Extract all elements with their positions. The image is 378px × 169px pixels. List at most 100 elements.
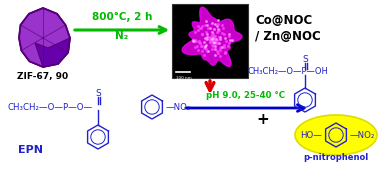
Point xyxy=(202,36,208,39)
Point xyxy=(217,55,223,58)
Point xyxy=(214,41,220,44)
Point xyxy=(217,38,223,40)
Point xyxy=(209,37,215,40)
Point xyxy=(211,35,217,38)
Point xyxy=(194,44,200,47)
Point xyxy=(191,39,197,42)
Point xyxy=(211,28,217,30)
Point xyxy=(229,38,235,41)
Point xyxy=(212,53,218,56)
Point xyxy=(209,38,215,41)
Text: S: S xyxy=(302,54,308,64)
Point xyxy=(192,31,198,34)
Bar xyxy=(172,4,248,78)
Point xyxy=(212,23,218,26)
Point xyxy=(214,31,220,34)
Point xyxy=(209,44,215,47)
Point xyxy=(209,33,215,36)
Point xyxy=(223,37,229,39)
Point xyxy=(192,46,198,48)
Point xyxy=(198,26,204,29)
Point xyxy=(212,37,218,40)
Point xyxy=(211,34,217,37)
Text: +: + xyxy=(257,113,270,127)
Point xyxy=(207,37,213,40)
Point xyxy=(212,34,218,37)
Point xyxy=(212,48,218,50)
Point xyxy=(202,45,208,48)
Point xyxy=(199,45,205,48)
Point xyxy=(191,39,197,42)
Point xyxy=(209,31,215,34)
Point xyxy=(209,38,215,41)
Point xyxy=(207,41,213,44)
Point xyxy=(214,42,220,45)
Point xyxy=(212,48,218,50)
Text: HO—: HO— xyxy=(300,130,322,139)
Point xyxy=(198,45,204,47)
Point xyxy=(212,44,218,47)
Point xyxy=(221,45,227,48)
Point xyxy=(195,29,201,31)
Point xyxy=(210,44,216,47)
Point xyxy=(209,21,215,24)
Text: CH₃CH₂—O—P—O—: CH₃CH₂—O—P—O— xyxy=(7,103,92,112)
Point xyxy=(227,39,233,42)
Point xyxy=(203,43,209,46)
Point xyxy=(214,24,220,27)
Point xyxy=(205,27,211,30)
Point xyxy=(223,40,229,42)
Point xyxy=(209,38,215,41)
Text: ZIF-67, 90: ZIF-67, 90 xyxy=(17,72,68,81)
Point xyxy=(197,26,203,29)
Point xyxy=(208,37,214,39)
Point xyxy=(206,35,212,38)
Text: 800°C, 2 h: 800°C, 2 h xyxy=(92,12,152,22)
Point xyxy=(212,41,218,44)
Point xyxy=(212,38,218,40)
Point xyxy=(215,28,221,31)
Point xyxy=(199,33,205,35)
Polygon shape xyxy=(19,8,70,67)
Text: —NO₂: —NO₂ xyxy=(350,130,375,139)
Point xyxy=(215,22,221,25)
Point xyxy=(201,47,207,50)
Point xyxy=(209,31,215,34)
Point xyxy=(190,39,196,42)
Point xyxy=(207,39,213,42)
Point xyxy=(217,36,223,39)
Point xyxy=(201,53,207,56)
Text: S: S xyxy=(95,89,101,98)
Point xyxy=(219,23,225,26)
Point xyxy=(210,40,216,42)
Point xyxy=(213,38,219,40)
Point xyxy=(217,38,223,40)
Point xyxy=(226,41,232,44)
Point xyxy=(203,48,209,50)
Text: 100 nm: 100 nm xyxy=(176,76,192,80)
Point xyxy=(215,19,221,22)
Point xyxy=(204,24,211,27)
Point xyxy=(208,37,214,40)
Point xyxy=(201,45,208,48)
Point xyxy=(213,38,219,40)
Point xyxy=(215,19,221,22)
Point xyxy=(209,37,215,40)
Point xyxy=(201,41,207,43)
Point xyxy=(219,45,225,48)
Point xyxy=(202,45,208,48)
Point xyxy=(209,38,215,41)
Point xyxy=(225,45,231,48)
Point xyxy=(197,42,203,44)
Point xyxy=(220,27,226,30)
Point xyxy=(204,49,211,52)
Point xyxy=(217,42,223,45)
Text: / Zn@NOC: / Zn@NOC xyxy=(255,30,321,43)
Point xyxy=(209,38,215,41)
Point xyxy=(208,36,214,39)
Point xyxy=(199,25,205,27)
Point xyxy=(203,38,209,41)
Point xyxy=(192,39,198,41)
Point xyxy=(203,31,209,33)
Point xyxy=(215,29,221,32)
